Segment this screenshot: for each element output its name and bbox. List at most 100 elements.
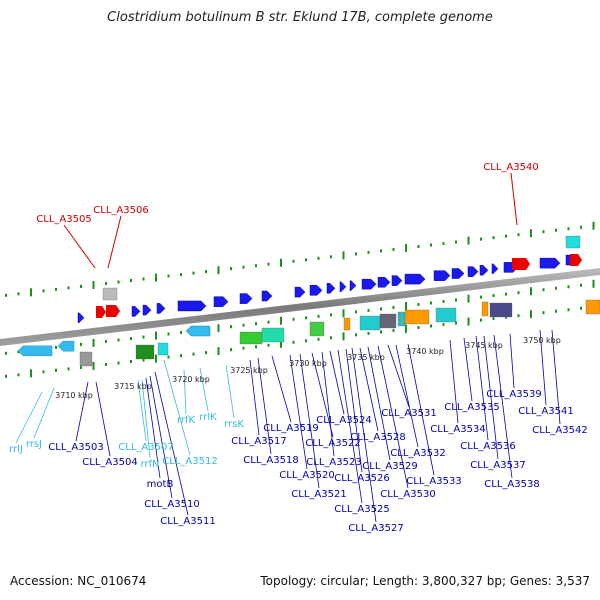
tick-mark bbox=[555, 286, 557, 290]
tick-mark bbox=[480, 318, 482, 322]
tick-mark bbox=[292, 259, 295, 263]
tick-mark bbox=[380, 249, 382, 253]
gene-arrow bbox=[239, 293, 253, 304]
gene-arrow bbox=[156, 303, 166, 314]
tick-mark bbox=[217, 266, 220, 275]
leader-line bbox=[377, 345, 409, 489]
tick-mark bbox=[430, 243, 432, 247]
leader-line bbox=[163, 359, 191, 456]
gene-label: CLL_A3512 bbox=[162, 456, 217, 467]
tick-mark bbox=[480, 295, 482, 299]
tick-mark bbox=[517, 291, 520, 295]
gene-label: rrsJ bbox=[26, 439, 42, 450]
feature-box bbox=[489, 302, 513, 318]
tick-mark bbox=[405, 324, 407, 333]
leader-line bbox=[299, 353, 320, 489]
leader-line bbox=[407, 343, 435, 476]
tick-mark bbox=[355, 310, 357, 314]
leader-line bbox=[387, 344, 410, 408]
gene-arrow bbox=[339, 281, 347, 293]
gene-arrow bbox=[177, 300, 207, 312]
gene-label: CLL_A3538 bbox=[484, 479, 539, 490]
leader-line bbox=[149, 375, 173, 499]
gene-arrow bbox=[131, 306, 141, 317]
tick-mark bbox=[330, 255, 332, 259]
tick-mark bbox=[567, 308, 570, 312]
tick-mark bbox=[542, 288, 545, 292]
tick-mark bbox=[205, 351, 207, 355]
tick-mark bbox=[392, 328, 395, 332]
tick-mark bbox=[292, 317, 295, 321]
scale-label: 3740 kbp bbox=[406, 347, 444, 356]
highlighted-gene bbox=[96, 306, 106, 318]
leader-line bbox=[551, 329, 561, 425]
feature-box bbox=[379, 313, 397, 329]
gene-label: rrlJ bbox=[9, 444, 23, 455]
tick-mark bbox=[280, 339, 282, 348]
leader-line bbox=[463, 337, 473, 402]
gene-arrow bbox=[213, 296, 229, 307]
gene-label: rrlK bbox=[199, 412, 217, 423]
tick-mark bbox=[30, 288, 32, 297]
gene-arrow bbox=[349, 280, 357, 291]
gene-label: CLL_A3539 bbox=[486, 389, 541, 400]
tick-mark bbox=[430, 301, 432, 305]
gene-label: CLL_A3525 bbox=[334, 504, 389, 515]
tick-mark bbox=[342, 309, 345, 318]
leader-line bbox=[15, 391, 43, 444]
tick-mark bbox=[442, 242, 445, 246]
gene-label: CLL_A3535 bbox=[444, 402, 499, 413]
tick-mark bbox=[455, 298, 457, 302]
leader-line bbox=[289, 354, 308, 470]
leader-lines bbox=[15, 172, 561, 523]
feature-box bbox=[135, 344, 155, 360]
tick-mark bbox=[380, 330, 382, 334]
feature-box bbox=[565, 235, 581, 249]
tick-mark bbox=[480, 237, 482, 241]
tick-mark bbox=[280, 258, 282, 267]
gene-arrow bbox=[142, 304, 152, 316]
scale-label: 3750 kbp bbox=[523, 336, 561, 345]
gene-label: CLL_A3534 bbox=[430, 424, 485, 435]
tick-mark bbox=[42, 289, 45, 293]
gene-arrow bbox=[294, 286, 306, 298]
tick-mark bbox=[67, 286, 70, 290]
gene-label: CLL_A3528 bbox=[350, 432, 405, 443]
leader-line bbox=[311, 352, 334, 438]
tick-mark bbox=[305, 316, 307, 320]
rna-arrow bbox=[17, 345, 53, 357]
rna-arrow bbox=[185, 325, 211, 337]
tick-mark bbox=[342, 332, 345, 341]
tick-mark bbox=[230, 267, 232, 271]
gene-label: CLL_A3531 bbox=[381, 408, 436, 419]
gene-arrow bbox=[391, 275, 403, 286]
leader-line bbox=[225, 364, 235, 419]
tick-mark bbox=[217, 324, 220, 333]
gene-arrow bbox=[377, 277, 391, 288]
tick-mark bbox=[155, 273, 157, 282]
feature-layer bbox=[17, 235, 600, 367]
gene-label: rrfN bbox=[140, 459, 159, 470]
tick-mark bbox=[5, 374, 7, 378]
gene-label: CLL_A3529 bbox=[362, 461, 417, 472]
tick-mark bbox=[505, 234, 507, 238]
leader-line bbox=[95, 381, 111, 457]
gene-label: CLL_A3541 bbox=[518, 406, 573, 417]
gene-arrow bbox=[467, 266, 479, 277]
gene-label: CLL_A3505 bbox=[36, 214, 91, 225]
feature-box bbox=[585, 299, 600, 315]
leader-line bbox=[199, 367, 209, 412]
leader-line bbox=[145, 377, 161, 479]
gene-label: CLL_A3524 bbox=[316, 415, 371, 426]
tick-mark bbox=[530, 229, 532, 238]
scale-label: 3735 kbp bbox=[347, 353, 385, 362]
gene-arrow bbox=[77, 312, 85, 324]
tick-mark bbox=[467, 236, 470, 245]
leader-line bbox=[510, 172, 518, 226]
leader-line bbox=[141, 379, 151, 459]
scale-label: 3710 kbp bbox=[55, 391, 93, 400]
gene-label: CLL_A3522 bbox=[305, 438, 360, 449]
tick-mark bbox=[492, 294, 495, 298]
scale-label: 3745 kbp bbox=[465, 341, 503, 350]
tick-mark bbox=[580, 306, 582, 310]
